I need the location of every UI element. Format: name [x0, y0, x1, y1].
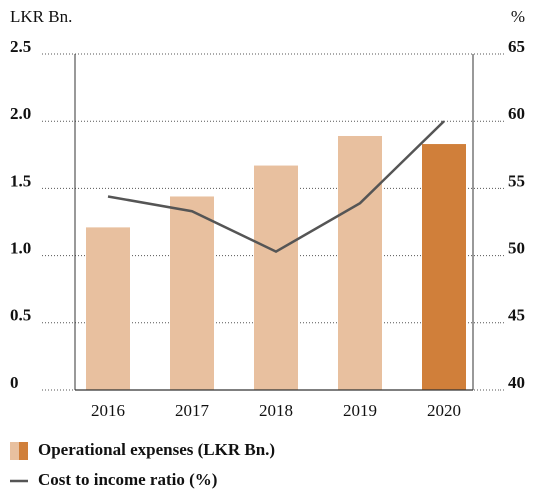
y-tick-label: 2.0: [10, 104, 31, 123]
y-axis-label: LKR Bn.: [10, 7, 72, 26]
y2-tick-label: 40: [508, 373, 525, 392]
bar: [338, 135, 382, 390]
bar: [422, 144, 466, 390]
bar: [254, 165, 298, 390]
y-tick-label: 2.5: [10, 37, 31, 56]
y2-tick-label: 55: [508, 171, 525, 190]
x-tick-label: 2019: [343, 401, 377, 420]
legend-label: Cost to income ratio (%): [38, 470, 217, 489]
x-tick-label: 2017: [175, 401, 210, 420]
y2-tick-label: 60: [508, 104, 525, 123]
y-tick-label: 0: [10, 373, 19, 392]
y2-tick-label: 50: [508, 239, 525, 258]
y-tick-label: 0.5: [10, 306, 31, 325]
y2-tick-label: 45: [508, 306, 525, 325]
bar: [86, 227, 130, 390]
x-tick-label: 2018: [259, 401, 293, 420]
bar: [170, 196, 214, 390]
legend-swatch: [19, 442, 28, 460]
y2-axis-label: %: [511, 7, 525, 26]
x-tick-label: 2016: [91, 401, 125, 420]
legend-swatch: [10, 442, 19, 460]
y-tick-label: 1.0: [10, 239, 31, 258]
y-tick-label: 1.5: [10, 171, 31, 190]
x-tick-label: 2020: [427, 401, 461, 420]
line: [107, 120, 445, 253]
y2-tick-label: 65: [508, 37, 525, 56]
legend-label: Operational expenses (LKR Bn.): [38, 440, 275, 459]
